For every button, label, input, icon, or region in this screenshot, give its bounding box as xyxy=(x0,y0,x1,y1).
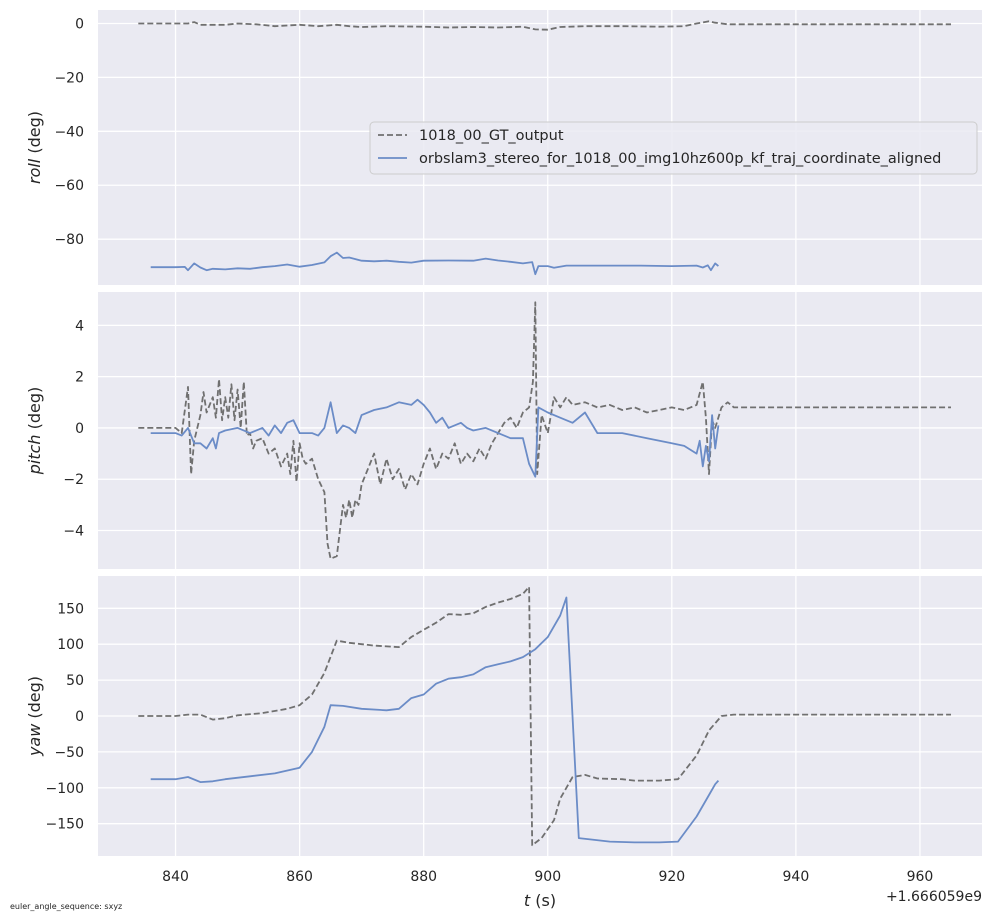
pitch-axis-symbol: pitch xyxy=(25,434,44,475)
x-axis-unit: (s) xyxy=(530,891,556,910)
yaw-y-tick-label: 100 xyxy=(57,637,84,653)
legend-label-orbslam3: orbslam3_stereo_for_1018_00_img10hz600p_… xyxy=(419,151,941,167)
yaw-series-line-gt xyxy=(138,585,951,847)
chart-panels: 0 −20 −40 −60 −80 roll (deg) 4 2 0 −2 −4 pitch (deg… xyxy=(25,10,982,885)
roll-y-tick-label: −40 xyxy=(54,124,84,140)
panel-pitch: 4 2 0 −2 −4 pitch (deg) xyxy=(25,292,982,569)
yaw-series-line-orbslam3 xyxy=(150,596,720,844)
pitch-y-tick-label: 0 xyxy=(75,421,84,437)
x-axis-symbol: t xyxy=(524,891,531,910)
roll-series-line-orbslam3 xyxy=(150,251,719,276)
x-tick-label: 940 xyxy=(783,869,810,885)
x-axis-label: t (s) xyxy=(524,891,556,910)
pitch-series-line-orbslam3 xyxy=(150,398,720,478)
roll-y-tick-label: −60 xyxy=(54,178,84,194)
x-tick-label: 900 xyxy=(534,869,561,885)
roll-axis-symbol: roll xyxy=(25,158,44,184)
yaw-axis-label: yaw (deg) xyxy=(25,676,44,757)
roll-axis-unit: (deg) xyxy=(25,111,44,159)
roll-series-line-gt xyxy=(138,20,951,31)
roll-y-tick-label: 0 xyxy=(75,16,84,32)
euler-sequence-note: euler_angle_sequence: sxyz xyxy=(10,902,122,911)
x-tick-label: 960 xyxy=(907,869,934,885)
panel-yaw: 840 860 880 900 920 940 960 150 100 50 0 −50 −100 −15… xyxy=(25,576,982,885)
yaw-axis-unit: (deg) xyxy=(25,676,44,724)
yaw-y-tick-label: −100 xyxy=(46,781,84,797)
yaw-y-tick-label: 150 xyxy=(57,601,84,617)
legend-box xyxy=(369,121,978,175)
roll-axis-label: roll (deg) xyxy=(25,111,44,184)
roll-y-tick-label: −20 xyxy=(54,70,84,86)
pitch-y-tick-label: −2 xyxy=(63,472,84,488)
yaw-axis-symbol: yaw xyxy=(25,723,44,757)
yaw-y-tick-label: −50 xyxy=(54,745,84,761)
yaw-y-tick-label: −150 xyxy=(46,817,84,833)
x-tick-label: 840 xyxy=(162,869,189,885)
pitch-series-line-gt xyxy=(138,301,951,560)
pitch-y-tick-label: 4 xyxy=(75,318,84,334)
yaw-y-tick-label: 50 xyxy=(66,673,84,689)
pitch-y-tick-label: −4 xyxy=(63,524,84,540)
x-tick-label: 920 xyxy=(658,869,685,885)
roll-y-tick-label: −80 xyxy=(54,232,84,248)
x-tick-label: 880 xyxy=(410,869,437,885)
pitch-axis-unit: (deg) xyxy=(25,387,44,435)
legend-label-gt: 1018_00_GT_output xyxy=(419,128,564,144)
pitch-y-tick-label: 2 xyxy=(75,370,84,386)
legend: 1018_00_GT_output orbslam3_stereo_for_101… xyxy=(369,121,978,175)
yaw-y-tick-label: 0 xyxy=(75,709,84,725)
pitch-axis-label: pitch (deg) xyxy=(25,387,44,476)
x-tick-label: 860 xyxy=(286,869,313,885)
x-offset-label: +1.666059e9 xyxy=(886,889,982,905)
